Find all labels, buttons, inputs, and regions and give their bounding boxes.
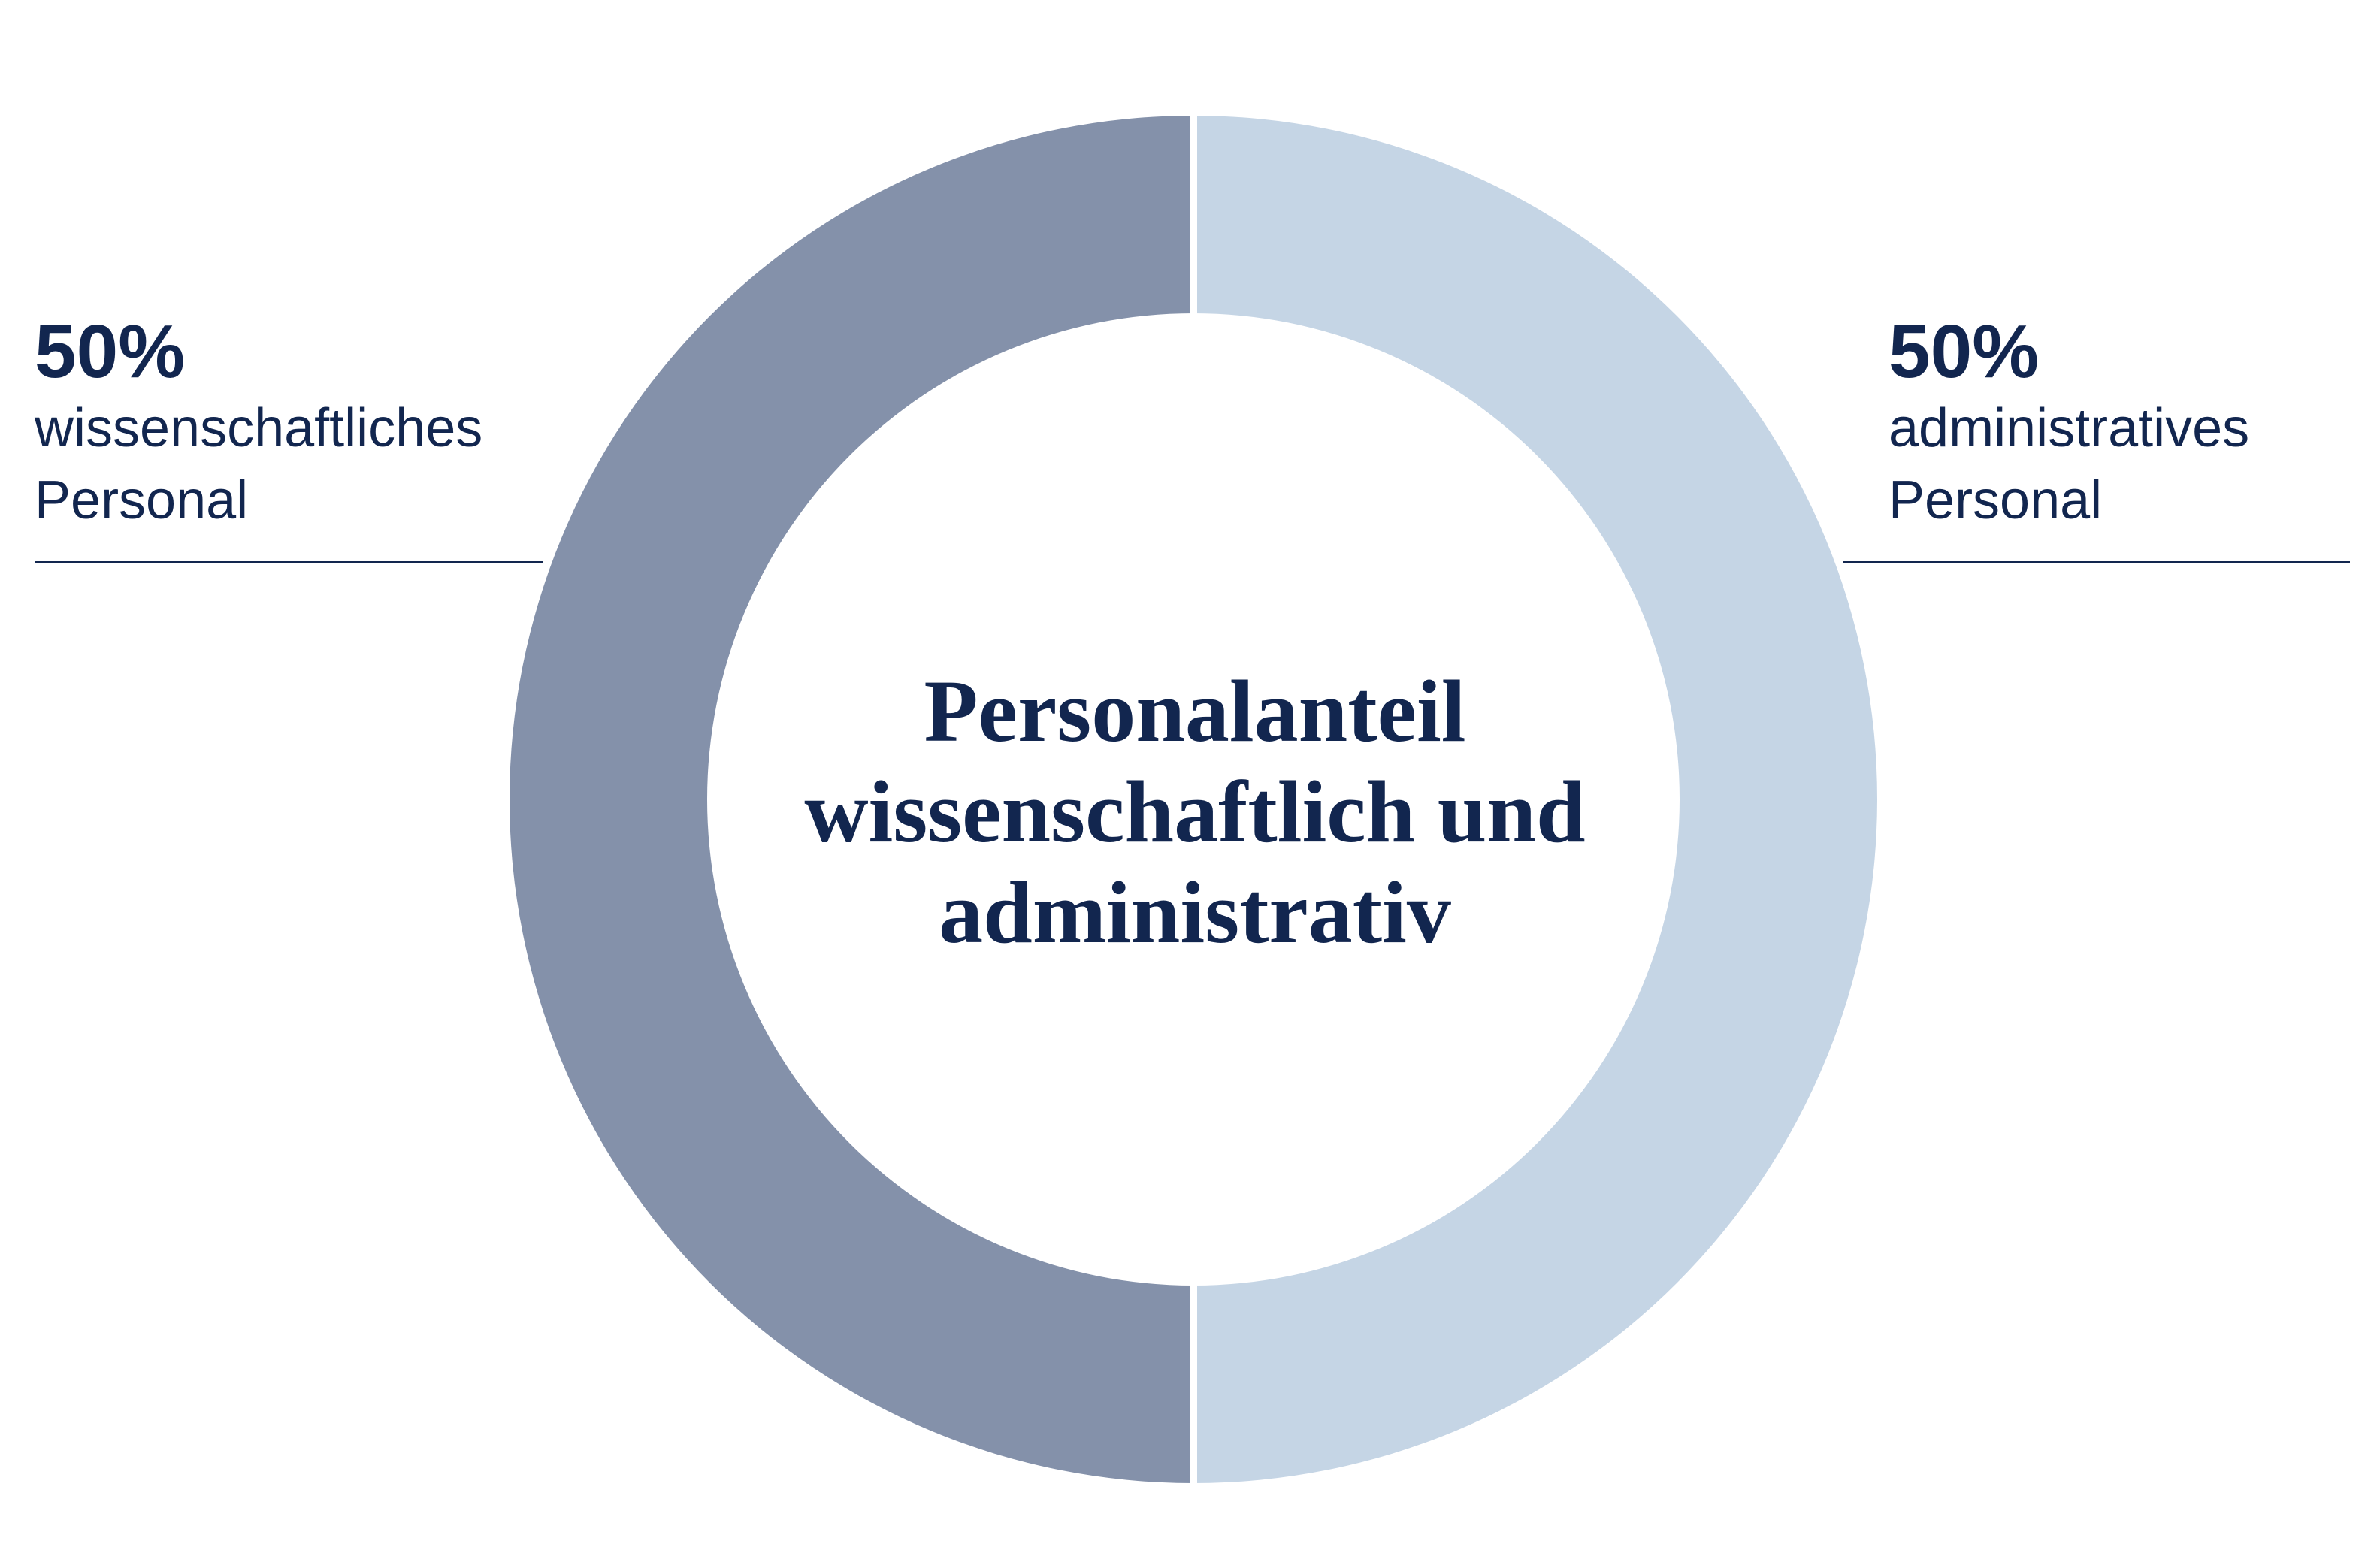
donut-slices: [510, 113, 1877, 1486]
legend-right-rule: [1843, 561, 2350, 563]
slice-percent-wissenschaftlich: 50%: [35, 310, 186, 394]
slice-percent-administrativ: 50%: [1889, 310, 2040, 394]
slice-label-administrativ-line2: Personal: [1889, 470, 2103, 530]
slice-administrativ: [1193, 116, 1877, 1483]
legend-left-rule: [35, 561, 543, 563]
legend-left: 50% wissenschaftliches Personal: [35, 310, 606, 563]
slice-label-administrativ-line1: administratives: [1889, 398, 2250, 458]
slice-label-wissenschaftlich-line1: wissenschaftliches: [35, 398, 483, 458]
legend-right: 50% administratives Personal: [1843, 310, 2380, 563]
slice-wissenschaftlich: [510, 116, 1193, 1483]
chart-title: Personalanteil wissenschaftlich und admi…: [804, 662, 1586, 962]
slice-label-wissenschaftlich-line2: Personal: [35, 470, 249, 530]
